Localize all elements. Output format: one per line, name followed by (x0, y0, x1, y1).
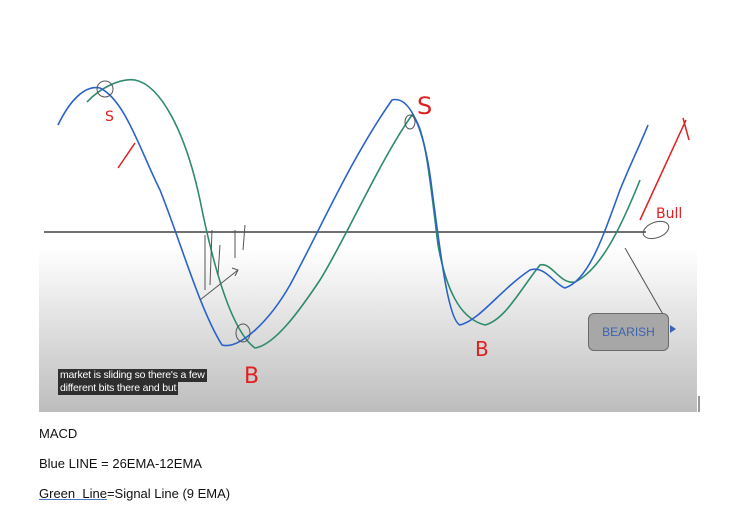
video-caption: market is sliding so there's a few diffe… (58, 369, 207, 395)
sell-label-1: S (105, 109, 114, 125)
green-line-definition: Green Line=Signal Line (9 EMA) (39, 486, 230, 501)
green-line-rest: =Signal Line (9 EMA) (106, 486, 231, 501)
macd-heading: MACD (39, 426, 78, 441)
bearish-box: BEARISH (588, 313, 669, 351)
red-annotation-strokes (117, 117, 690, 221)
bearish-label: BEARISH (602, 325, 655, 339)
bull-label: Bull (656, 206, 682, 222)
blue-line-definition: Blue LINE = 26EMA-12EMA (39, 456, 202, 471)
sell-label-2: S (417, 92, 432, 120)
blue-macd-line (57, 86, 649, 347)
dark-annotation-marks (96, 80, 670, 343)
pointer-arrowhead (670, 325, 676, 333)
buy-label-1: B (244, 364, 259, 389)
caption-line-1: market is sliding so there's a few (58, 369, 207, 382)
caption-line-2: different bits there and but (58, 382, 179, 395)
green-line-term: Green Line (39, 486, 107, 501)
green-signal-line (86, 78, 641, 349)
buy-label-2: B (475, 337, 489, 361)
